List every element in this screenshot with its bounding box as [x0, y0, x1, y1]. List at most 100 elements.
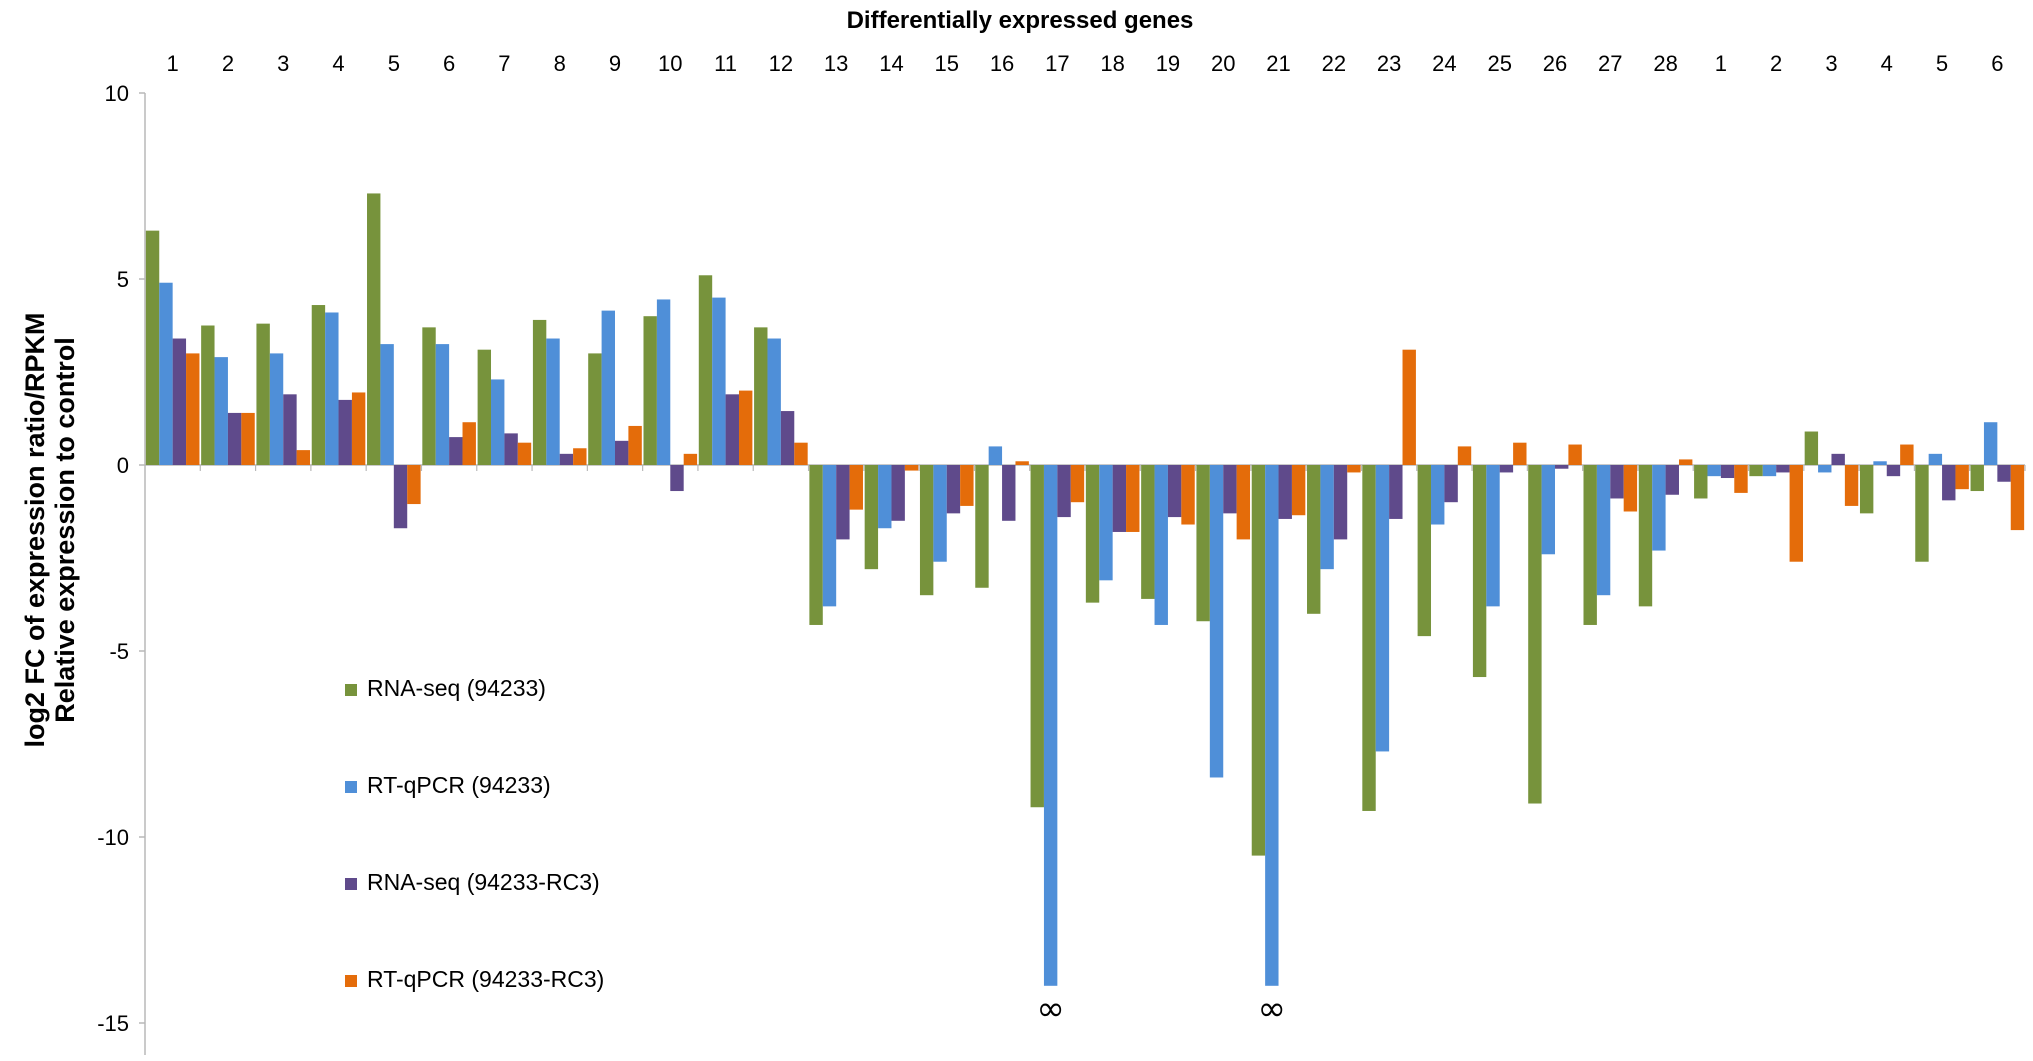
y-tick-label: 10	[105, 81, 129, 106]
bar-series-4-cat-29	[1734, 465, 1748, 493]
bar-series-3-cat-20	[1223, 465, 1237, 514]
bar-series-2-cat-31	[1818, 465, 1832, 473]
x-tick-label: 10	[658, 51, 682, 76]
bar-series-3-cat-13	[836, 465, 850, 540]
bar-series-2-cat-12	[767, 338, 781, 465]
bar-series-2-cat-18	[1099, 465, 1113, 581]
bar-series-2-cat-11	[712, 297, 726, 465]
x-tick-label: 4	[332, 51, 344, 76]
bar-series-1-cat-22	[1307, 465, 1321, 614]
x-tick-label: 22	[1322, 51, 1346, 76]
bar-series-1-cat-19	[1141, 465, 1155, 599]
bar-series-1-cat-28	[1638, 465, 1653, 607]
bar-series-4-cat-7	[517, 442, 532, 465]
bar-series-4-cat-8	[573, 448, 587, 465]
y-axis-label-line1: log2 FC of expression ratio/RPKM	[20, 312, 50, 747]
bar-series-2-cat-33	[1928, 453, 1943, 465]
bar-series-3-cat-28	[1665, 465, 1679, 495]
bar-series-1-cat-34	[1970, 465, 1984, 492]
bar-series-1-cat-10	[643, 316, 657, 465]
bar-series-1-cat-18	[1085, 465, 1100, 603]
x-tick-label: 24	[1432, 51, 1456, 76]
bar-series-3-cat-6	[449, 437, 463, 465]
bar-series-1-cat-27	[1583, 465, 1597, 625]
x-tick-label: 9	[609, 51, 621, 76]
bar-series-1-cat-3	[256, 323, 270, 465]
bar-series-2-cat-26	[1541, 465, 1555, 555]
legend-item: RT-qPCR (94233-RC3)	[345, 966, 604, 992]
bar-series-4-cat-11	[738, 390, 753, 465]
bar-series-3-cat-21	[1278, 465, 1292, 519]
bar-series-4-cat-30	[1789, 465, 1803, 562]
bar-series-1-cat-1	[145, 230, 160, 465]
bar-series-4-cat-27	[1623, 465, 1638, 512]
x-tick-label: 23	[1377, 51, 1401, 76]
x-tick-label: 20	[1211, 51, 1235, 76]
bar-series-2-cat-32	[1873, 461, 1887, 465]
bar-series-1-cat-6	[422, 327, 436, 465]
bar-series-3-cat-25	[1499, 465, 1514, 473]
bar-series-4-cat-20	[1236, 465, 1251, 540]
annotations: ∞ ∞	[1036, 989, 1286, 1029]
bar-series-4-cat-12	[794, 442, 808, 465]
bar-series-4-cat-3	[296, 450, 311, 465]
bar-series-4-cat-32	[1900, 444, 1914, 465]
x-tick-label: 21	[1266, 51, 1290, 76]
bar-series-3-cat-12	[780, 411, 795, 465]
bar-series-3-cat-16	[1002, 465, 1016, 521]
x-tick-label: 3	[277, 51, 289, 76]
x-tick-label: 17	[1045, 51, 1069, 76]
bar-series-2-cat-8	[546, 338, 560, 465]
x-tick-label: 13	[824, 51, 848, 76]
y-tick-label: -5	[109, 639, 129, 664]
legend-label: RT-qPCR (94233-RC3)	[367, 966, 604, 992]
x-tick-label: 15	[935, 51, 959, 76]
x-tick-label: 12	[769, 51, 793, 76]
bar-series-1-cat-16	[975, 465, 989, 588]
bar-series-1-cat-15	[919, 465, 934, 596]
bar-series-2-cat-3	[269, 353, 284, 465]
x-tick-label: 3	[1825, 51, 1837, 76]
bar-series-2-cat-34	[1983, 422, 1998, 465]
x-tick-label: 16	[990, 51, 1014, 76]
bar-series-3-cat-18	[1112, 465, 1127, 532]
bar-series-2-cat-10	[656, 299, 671, 465]
infinity-annotation: ∞	[1036, 989, 1064, 1029]
bar-series-1-cat-30	[1749, 465, 1763, 477]
x-tick-label: 4	[1881, 51, 1893, 76]
x-tick-label: 7	[498, 51, 510, 76]
bar-series-1-cat-11	[698, 275, 713, 465]
bar-series-2-cat-21	[1265, 465, 1279, 986]
bar-series-1-cat-4	[311, 305, 326, 465]
bar-series-4-cat-16	[1015, 461, 1029, 465]
x-tick-label: 2	[222, 51, 234, 76]
legend-item: RNA-seq (94233)	[345, 675, 546, 701]
bar-series-1-cat-23	[1362, 465, 1376, 811]
bar-series-2-cat-5	[380, 344, 394, 465]
bar-series-1-cat-13	[809, 465, 823, 625]
bar-series-4-cat-24	[1457, 446, 1472, 465]
bar-series-2-cat-20	[1209, 465, 1224, 778]
bar-series-2-cat-23	[1375, 465, 1390, 752]
legend-label: RNA-seq (94233)	[367, 675, 546, 701]
x-tick-label: 11	[714, 51, 737, 76]
bar-series-4-cat-17	[1070, 465, 1085, 503]
x-tick-label: 6	[443, 51, 455, 76]
bar-series-1-cat-7	[477, 349, 492, 465]
bar-series-4-cat-19	[1181, 465, 1195, 525]
bar-series-3-cat-27	[1610, 465, 1624, 499]
bar-series-2-cat-24	[1431, 465, 1445, 525]
y-axis-label: log2 FC of expression ratio/RPKM Relativ…	[20, 312, 80, 747]
x-tick-label: 25	[1487, 51, 1511, 76]
legend-item: RNA-seq (94233-RC3)	[345, 869, 600, 895]
bar-series-3-cat-19	[1167, 465, 1182, 518]
x-tick-label: 19	[1156, 51, 1180, 76]
bar-series-4-cat-6	[462, 422, 476, 465]
bar-series-1-cat-12	[754, 327, 768, 465]
bar-series-2-cat-30	[1762, 465, 1777, 477]
bar-series-4-cat-18	[1126, 465, 1140, 532]
y-axis-label-line2: Relative expression to control	[50, 337, 80, 723]
bar-series-4-cat-21	[1291, 465, 1306, 516]
bar-series-1-cat-21	[1251, 465, 1266, 856]
